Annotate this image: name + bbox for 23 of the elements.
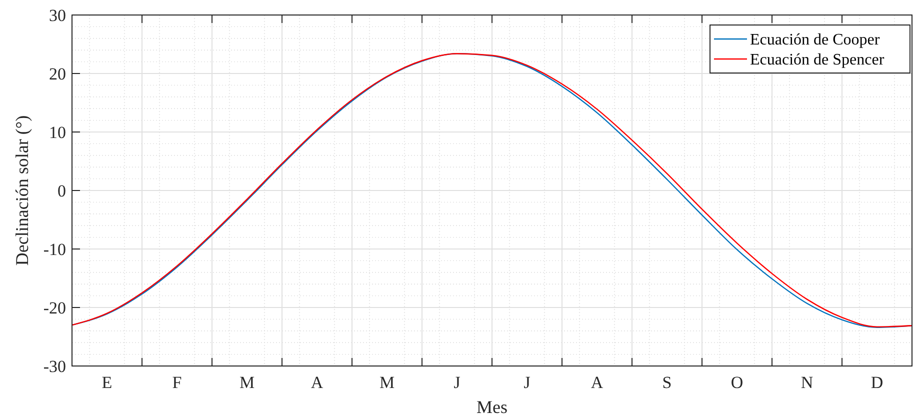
x-axis-title: Mes [476,397,508,417]
x-tick-label: O [730,373,744,392]
x-tick-label: A [310,373,324,392]
y-tick-label: -20 [43,298,66,318]
x-tick-label: M [239,373,255,392]
x-tick-label: M [379,373,395,392]
y-tick-label: 30 [49,6,66,25]
x-tick-label: D [870,373,884,392]
x-tick-label: E [102,373,112,392]
legend-label: Ecuación de Spencer [750,52,885,69]
y-axis-title: Declinación solar (°) [12,115,32,266]
y-tick-label: -10 [43,240,66,259]
x-tick-label: S [662,373,672,392]
x-tick-label: J [454,373,461,392]
x-tick-label: A [590,373,604,392]
y-tick-label: 10 [49,122,66,142]
x-tick-label: J [524,373,531,392]
x-tick-label: N [800,373,814,392]
y-tick-label: 20 [49,64,66,84]
legend-label: Ecuación de Cooper [750,32,880,49]
y-tick-label: 0 [58,181,66,200]
y-tick-label: -30 [43,356,66,376]
x-tick-label: F [172,373,182,392]
